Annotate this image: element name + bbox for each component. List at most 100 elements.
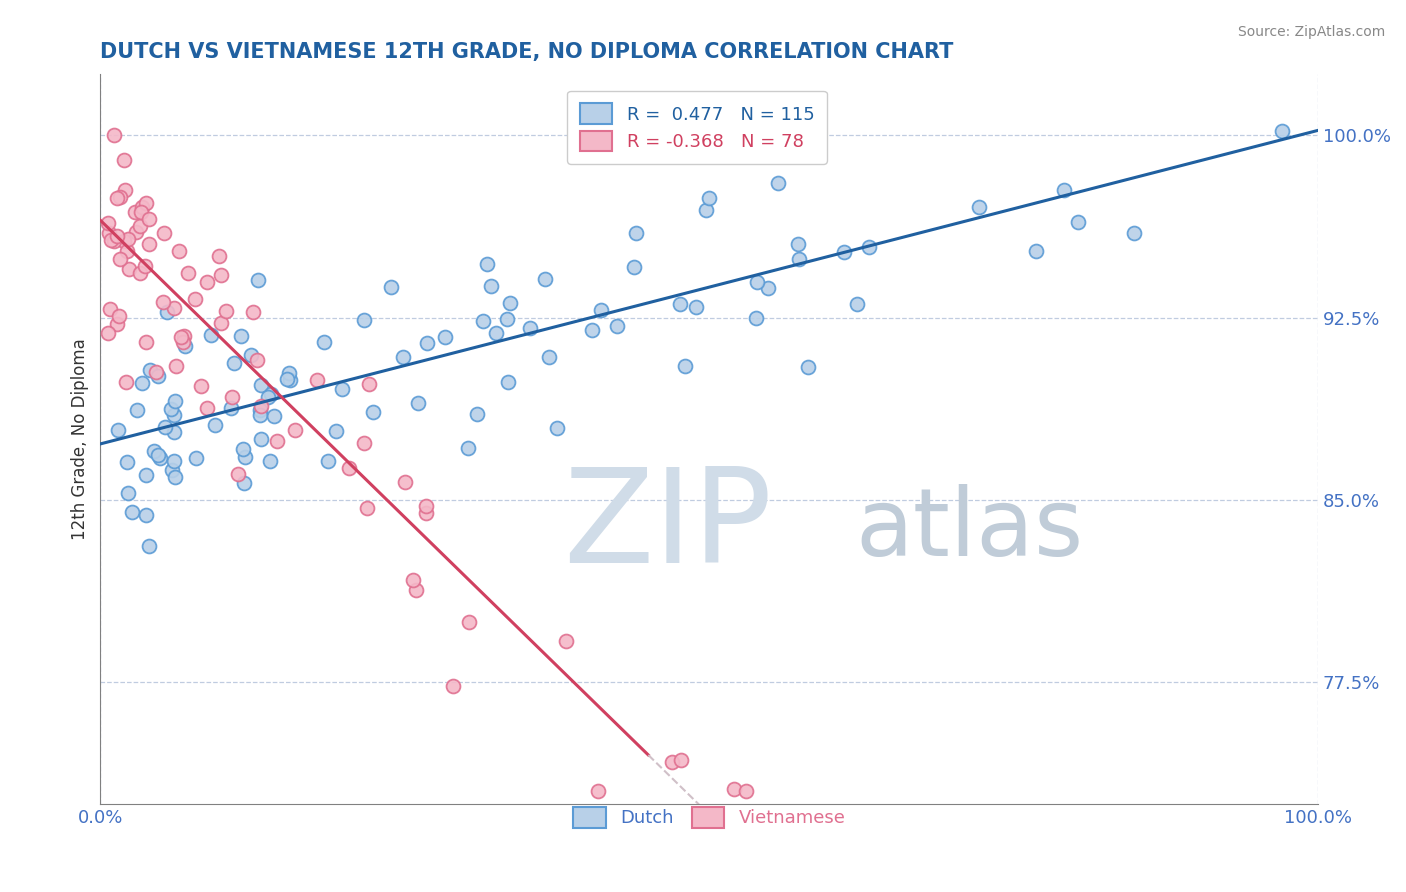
Point	[465, 407, 488, 421]
Point	[380, 279, 402, 293]
Point	[209, 317, 232, 331]
Point	[661, 756, 683, 770]
Point	[148, 451, 170, 466]
Point	[146, 448, 169, 462]
Point	[160, 402, 183, 417]
Point	[356, 500, 378, 515]
Point	[134, 259, 156, 273]
Point	[139, 363, 162, 377]
Point	[166, 359, 188, 373]
Point	[768, 176, 790, 190]
Point	[1271, 124, 1294, 138]
Point	[233, 475, 256, 490]
Point	[538, 350, 561, 364]
Point	[117, 261, 139, 276]
Point	[787, 237, 810, 252]
Point	[496, 375, 519, 389]
Point	[745, 275, 768, 289]
Point	[124, 204, 146, 219]
Point	[152, 295, 174, 310]
Point	[172, 335, 194, 350]
Point	[318, 453, 340, 467]
Point	[134, 334, 156, 349]
Point	[170, 329, 193, 343]
Point	[163, 394, 186, 409]
Point	[98, 301, 121, 316]
Point	[581, 323, 603, 337]
Point	[307, 373, 329, 387]
Point	[97, 216, 120, 230]
Point	[105, 191, 128, 205]
Point	[405, 582, 427, 597]
Point	[669, 753, 692, 767]
Point	[330, 382, 353, 396]
Point	[695, 202, 717, 217]
Point	[114, 183, 136, 197]
Point	[832, 244, 855, 259]
Point	[485, 326, 508, 341]
Point	[190, 378, 212, 392]
Point	[260, 387, 283, 401]
Point	[105, 229, 128, 244]
Point	[723, 781, 745, 796]
Point	[606, 319, 628, 334]
Point	[173, 329, 195, 343]
Point	[146, 368, 169, 383]
Point	[259, 453, 281, 467]
Point	[846, 297, 869, 311]
Point	[394, 475, 416, 490]
Point	[499, 295, 522, 310]
Point	[208, 249, 231, 263]
Point	[97, 326, 120, 341]
Point	[184, 451, 207, 466]
Point	[734, 784, 756, 798]
Point	[337, 461, 360, 475]
Point	[246, 353, 269, 368]
Point	[135, 195, 157, 210]
Point	[233, 450, 256, 464]
Point	[623, 260, 645, 274]
Point	[624, 227, 647, 241]
Text: Source: ZipAtlas.com: Source: ZipAtlas.com	[1237, 25, 1385, 39]
Point	[457, 441, 479, 455]
Y-axis label: 12th Grade, No Diploma: 12th Grade, No Diploma	[72, 338, 89, 540]
Point	[163, 409, 186, 423]
Point	[221, 390, 243, 404]
Point	[284, 423, 307, 437]
Point	[117, 455, 139, 469]
Point	[108, 190, 131, 204]
Point	[1123, 226, 1146, 240]
Point	[758, 281, 780, 295]
Point	[249, 377, 271, 392]
Point	[209, 268, 232, 282]
Point	[138, 539, 160, 553]
Point	[163, 301, 186, 315]
Point	[117, 486, 139, 500]
Legend: Dutch, Vietnamese: Dutch, Vietnamese	[565, 799, 852, 835]
Point	[117, 231, 139, 245]
Point	[673, 359, 696, 373]
Point	[131, 200, 153, 214]
Point	[416, 335, 439, 350]
Point	[519, 321, 541, 335]
Point	[546, 421, 568, 435]
Text: atlas: atlas	[855, 484, 1084, 576]
Point	[177, 266, 200, 280]
Point	[472, 314, 495, 328]
Point	[121, 505, 143, 519]
Point	[475, 257, 498, 271]
Point	[204, 418, 226, 433]
Point	[858, 240, 880, 254]
Point	[174, 338, 197, 352]
Point	[229, 329, 252, 343]
Point	[457, 615, 479, 630]
Point	[266, 434, 288, 449]
Point	[250, 400, 273, 414]
Point	[434, 330, 457, 344]
Point	[163, 425, 186, 439]
Point	[108, 252, 131, 267]
Point	[155, 305, 177, 319]
Point	[967, 201, 990, 215]
Point	[249, 409, 271, 423]
Point	[226, 467, 249, 482]
